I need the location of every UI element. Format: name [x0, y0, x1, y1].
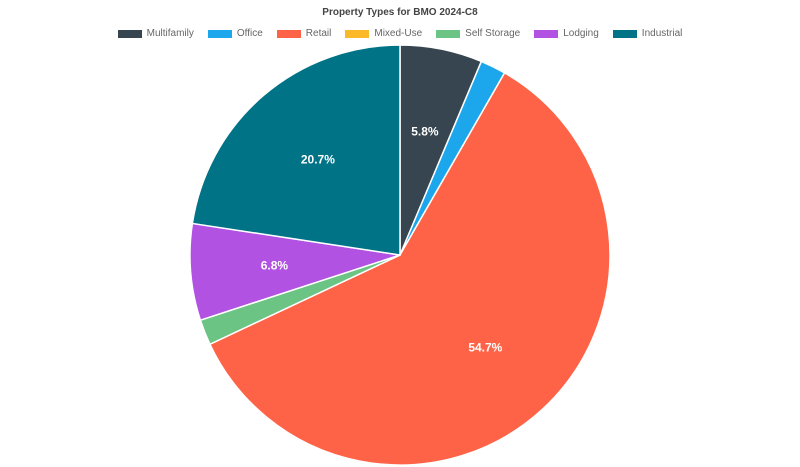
- chart-title: Property Types for BMO 2024-C8: [322, 7, 478, 18]
- legend-swatch: [276, 29, 301, 38]
- pie-slice-industrial[interactable]: [191, 44, 401, 256]
- legend-item[interactable]: Industrial: [612, 28, 683, 39]
- chart-legend: Multifamily Office Retail Mixed-Use Self Sto…: [0, 28, 800, 39]
- legend-swatch: [612, 29, 637, 38]
- legend-item[interactable]: Lodging: [534, 28, 599, 39]
- slice-percent-label: 5.8%: [411, 124, 439, 138]
- slice-percent-label: 6.8%: [261, 258, 289, 272]
- legend-item[interactable]: Multifamily: [117, 28, 194, 39]
- legend-label: Self Storage: [465, 28, 521, 39]
- pie-slice-retail[interactable]: [208, 71, 611, 466]
- legend-swatch: [117, 29, 142, 38]
- legend-label: Multifamily: [146, 28, 194, 39]
- legend-swatch: [207, 29, 232, 38]
- legend-swatch: [436, 29, 461, 38]
- legend-label: Lodging: [563, 28, 599, 39]
- legend-swatch: [534, 29, 559, 38]
- legend-swatch: [345, 29, 370, 38]
- legend-label: Office: [236, 28, 263, 39]
- legend-label: Retail: [305, 28, 332, 39]
- slice-percent-label: 20.7%: [301, 152, 335, 166]
- legend-item[interactable]: Retail: [276, 28, 332, 39]
- legend-label: Industrial: [641, 28, 683, 39]
- legend-item[interactable]: Self Storage: [436, 28, 520, 39]
- legend-item[interactable]: Office: [207, 28, 263, 39]
- legend-item[interactable]: Mixed-Use: [345, 28, 422, 39]
- legend-label: Mixed-Use: [374, 28, 423, 39]
- slice-percent-label: 54.7%: [468, 341, 502, 355]
